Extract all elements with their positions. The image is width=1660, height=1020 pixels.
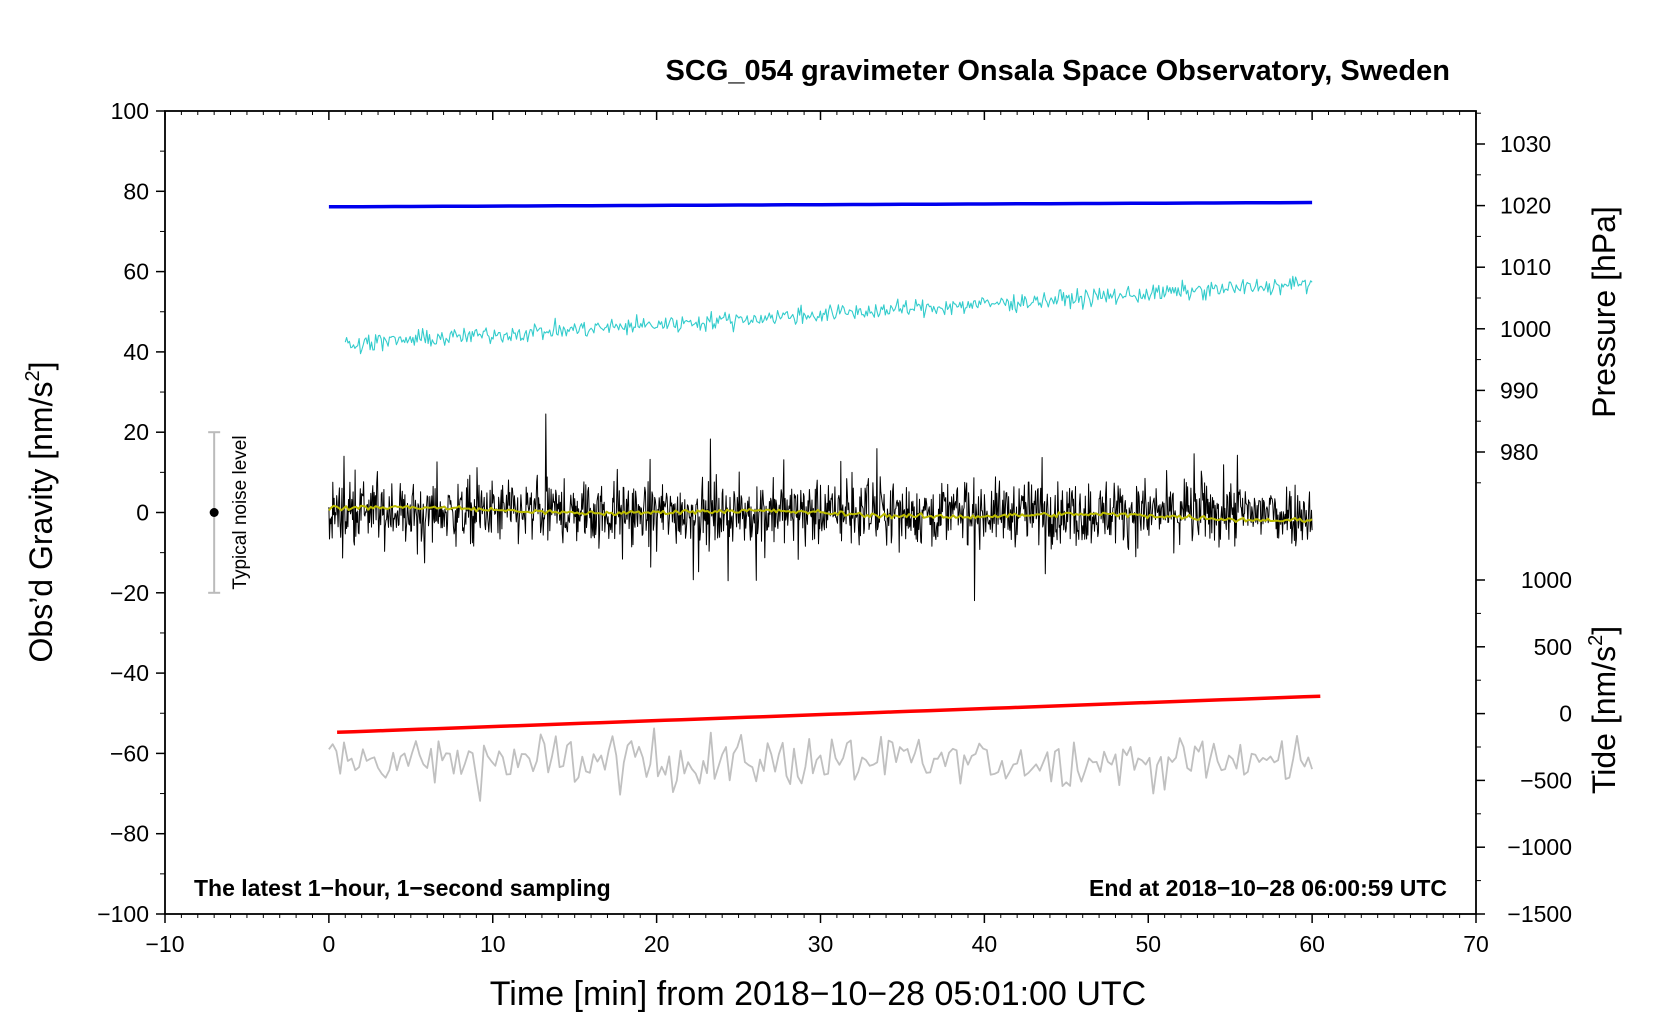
annotation-end-time: End at 2018−10−28 06:00:59 UTC: [1089, 875, 1447, 901]
y-axis-label-gravity-sup: 2: [22, 370, 44, 381]
x-tick-label: 10: [480, 931, 506, 957]
x-tick-label: 70: [1463, 931, 1489, 957]
y-axis-label-pressure: Pressure [hPa]: [1586, 206, 1622, 418]
tide-tick-label: 0: [1559, 701, 1572, 727]
x-tick-label: 50: [1135, 931, 1161, 957]
x-tick-label: 30: [808, 931, 834, 957]
pressure-tick-label: 1020: [1500, 193, 1551, 219]
tide-tick-label: −500: [1520, 767, 1572, 793]
y-tick-label: −20: [110, 580, 149, 606]
y-tick-label: 0: [136, 500, 149, 526]
y-axis-label-gravity-text: Obs’d Gravity [nm/s: [23, 382, 59, 663]
y-axis-label-tide: Tide [nm/s2]: [1585, 626, 1622, 794]
annotation-sampling: The latest 1−hour, 1−second sampling: [194, 875, 611, 901]
y-tick-label: 40: [123, 339, 149, 365]
noise-center-dot: [209, 508, 219, 517]
x-tick-label: 20: [644, 931, 670, 957]
pressure-tick-label: 990: [1500, 377, 1538, 403]
y-tick-label: 100: [111, 98, 149, 124]
y-tick-label: 80: [123, 178, 149, 204]
y-tick-label: 60: [123, 259, 149, 285]
pressure-tick-label: 1010: [1500, 254, 1551, 280]
y-tick-label: −40: [110, 660, 149, 686]
y-tick-label: 20: [123, 419, 149, 445]
tide-tick-label: 1000: [1521, 567, 1572, 593]
tide-tick-label: −1500: [1507, 901, 1572, 927]
series-gravity-residual: [328, 727, 1313, 802]
chart-title: SCG_054 gravimeter Onsala Space Observat…: [666, 55, 1450, 87]
y-tick-label: −60: [110, 740, 149, 766]
pressure-tick-label: 1000: [1500, 316, 1551, 342]
x-axis-label: Time [min] from 2018−10−28 05:01:00 UTC: [490, 975, 1146, 1013]
series-observed-gravity-1-s: [328, 413, 1313, 602]
y-axis-label-tide-close: ]: [1586, 626, 1622, 635]
pressure-tick-label: 980: [1500, 439, 1538, 465]
x-tick-label: 40: [972, 931, 998, 957]
series-tide: [337, 694, 1321, 735]
x-tick-label: −10: [145, 931, 184, 957]
series-layer: [328, 200, 1321, 802]
y-axis-label-tide-text: Tide [nm/s: [1586, 646, 1622, 794]
y-tick-label: −100: [97, 901, 149, 927]
tide-tick-label: −1000: [1507, 834, 1572, 860]
axis-ticks: −10 0 10 20 30 40 50 60 70100806040200−20−40−60−…: [97, 98, 1572, 957]
series-pressure-residual: [344, 275, 1313, 355]
y-axis-label-gravity-close: ]: [23, 362, 59, 371]
x-tick-label: 60: [1299, 931, 1325, 957]
x-tick-label: 0: [322, 931, 335, 957]
y-axis-label-gravity: Obs’d Gravity [nm/s2]: [22, 362, 59, 663]
y-tick-label: −80: [110, 821, 149, 847]
y-axis-label-tide-sup: 2: [1585, 635, 1607, 646]
series-observed-gravity-smoothed: [328, 504, 1313, 524]
pressure-tick-label: 1030: [1500, 131, 1551, 157]
noise-indicator: Typical noise level: [208, 431, 251, 594]
series-pressure: [328, 200, 1313, 209]
tide-tick-label: 500: [1534, 634, 1572, 660]
noise-label: Typical noise level: [230, 435, 251, 589]
